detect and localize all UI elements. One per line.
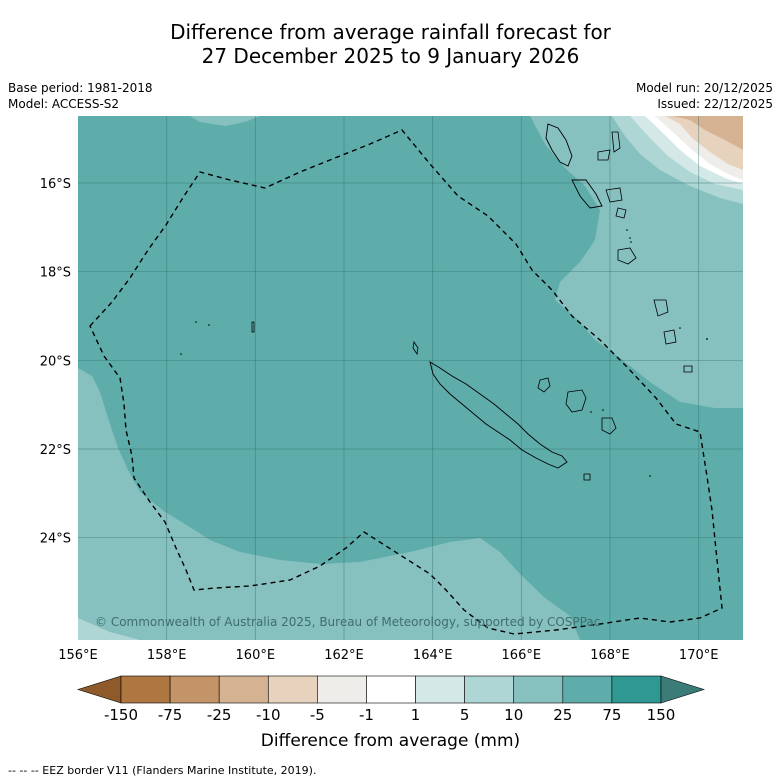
small-islets	[180, 229, 708, 477]
colorbar-tick-label: 1	[411, 706, 421, 724]
island-belep	[412, 340, 419, 356]
anomaly-region-10-25-north	[190, 116, 260, 126]
colorbar-segment	[464, 675, 515, 704]
colorbar-tick-label: -10	[256, 706, 281, 724]
island-ambae	[597, 149, 611, 161]
eez-border	[89, 129, 723, 635]
colorbar-segment	[317, 675, 367, 704]
eez-legend: -- -- -- EEZ border V11 (Flanders Marine…	[8, 764, 317, 777]
island-efate	[617, 247, 637, 265]
anomaly-region-minus25-minus10	[672, 116, 743, 150]
colorbar-extend-low	[76, 675, 122, 704]
island-chesterfield	[251, 321, 255, 333]
island-mare	[601, 417, 617, 435]
colorbar-segment	[611, 675, 662, 704]
lon-label: 158°E	[147, 648, 187, 663]
colorbar-title: Difference from average (mm)	[260, 731, 521, 751]
island-malekula	[571, 179, 603, 209]
longitude-labels: 156°E 158°E 160°E 162°E 164°E 166°E 168°E 170°E	[58, 648, 718, 663]
lon-label: 168°E	[590, 648, 630, 663]
map-title-line1: Difference from average rainfall forecas…	[170, 20, 611, 44]
island-aneityum	[683, 365, 693, 373]
model-run-label: Model run: 20/12/2025	[635, 81, 773, 95]
colorbar-segment	[562, 675, 613, 704]
copyright-notice: © Commonwealth of Australia 2025, Bureau…	[95, 615, 600, 629]
island-lifou	[565, 389, 587, 413]
colorbar-segment	[513, 675, 564, 704]
island-grande-terre	[429, 361, 568, 469]
island-espiritu-santo	[545, 123, 573, 167]
anomaly-region-10-25-southwest	[78, 368, 580, 640]
island-erromango	[653, 299, 669, 317]
colorbar-tick-label: -25	[207, 706, 232, 724]
colorbar-tick-label: 25	[553, 706, 572, 724]
colorbar-labels: -150 -75 -25 -10 -5 -1 1 5 10 25 75 150	[104, 706, 675, 724]
latitude-labels: 16°S 18°S 20°S 22°S 24°S	[40, 177, 71, 547]
colorbar-tick-label: 75	[602, 706, 621, 724]
island-tanna	[663, 329, 677, 345]
lon-label: 162°E	[324, 648, 364, 663]
issued-label: Issued: 22/12/2025	[657, 97, 773, 111]
lat-label: 16°S	[40, 177, 71, 192]
colorbar-tick-label: 10	[504, 706, 523, 724]
model-label: Model: ACCESS-S2	[8, 97, 120, 111]
island-epi	[615, 207, 627, 219]
lon-label: 156°E	[58, 648, 98, 663]
colorbar-tick-label: -1	[359, 706, 374, 724]
map-area: © Commonwealth of Australia 2025, Bureau…	[78, 116, 743, 640]
lat-label: 24°S	[40, 532, 71, 547]
lat-label: 22°S	[40, 443, 71, 458]
island-ouvea	[537, 377, 551, 393]
lat-label: 18°S	[40, 266, 71, 281]
colorbar-tick-label: -5	[310, 706, 325, 724]
lon-label: 164°E	[413, 648, 453, 663]
colorbar-segment	[366, 675, 416, 704]
colorbar	[76, 675, 706, 704]
base-period-label: Base period: 1981-2018	[8, 81, 153, 95]
anomaly-region-10-25-east	[530, 116, 743, 408]
lat-label: 20°S	[40, 354, 71, 369]
anomaly-region-5-10-southwest	[78, 618, 140, 640]
colorbar-tick-label: 5	[460, 706, 470, 724]
colorbar-tick-label: -75	[158, 706, 183, 724]
colorbar-segment	[415, 675, 465, 704]
map-title-line2: 27 December 2025 to 9 January 2026	[201, 44, 580, 68]
colorbar-tick-label: -150	[104, 706, 138, 724]
island-ambrym	[605, 187, 623, 203]
colorbar-segment	[120, 675, 171, 704]
colorbar-segment	[218, 675, 269, 704]
island-maewo	[611, 131, 621, 153]
colorbar-extend-high	[660, 675, 706, 704]
lon-label: 166°E	[502, 648, 542, 663]
colorbar-segment	[267, 675, 318, 704]
lon-label: 170°E	[679, 648, 719, 663]
lon-label: 160°E	[236, 648, 276, 663]
island-walpole	[583, 473, 591, 481]
colorbar-tick-label: 150	[647, 706, 676, 724]
colorbar-segment	[169, 675, 220, 704]
graticule	[78, 116, 743, 640]
